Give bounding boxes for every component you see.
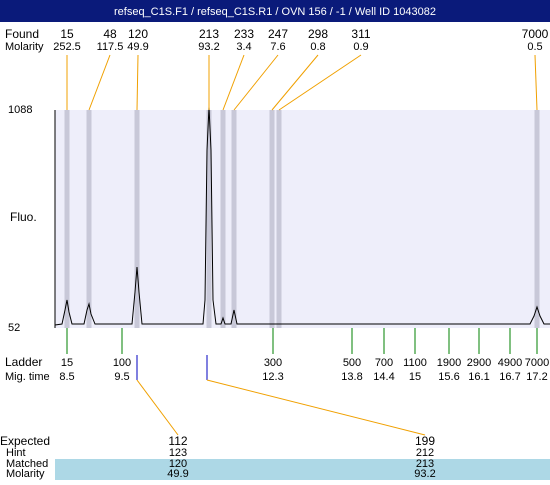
peak-band bbox=[276, 110, 282, 328]
peak-connector bbox=[222, 54, 245, 111]
peak-size: 298 bbox=[308, 27, 328, 41]
peak-size: 311 bbox=[351, 27, 370, 41]
ladder-time: 16.7 bbox=[499, 371, 520, 383]
ladder-time: 9.5 bbox=[114, 371, 129, 383]
peak-connector bbox=[233, 54, 279, 111]
expected-value: 213 bbox=[416, 458, 434, 470]
peak-band bbox=[134, 110, 140, 328]
peak-connector bbox=[271, 54, 319, 111]
ladder-time: 8.5 bbox=[59, 371, 74, 383]
header-bar bbox=[0, 0, 550, 22]
peak-band bbox=[64, 110, 70, 328]
peak-connector bbox=[136, 54, 139, 111]
expected-row-label: Expected bbox=[0, 434, 50, 448]
ladder-size: 15 bbox=[61, 357, 73, 369]
peak-band bbox=[220, 110, 226, 328]
trace bbox=[54, 106, 550, 326]
ladder-size: 1900 bbox=[437, 357, 461, 369]
peak-size: 7000 bbox=[522, 27, 549, 41]
peak-band bbox=[269, 110, 275, 328]
y-bottom-label: 52 bbox=[8, 322, 20, 334]
peak-size: 120 bbox=[128, 27, 148, 41]
expected-value: 120 bbox=[169, 458, 187, 470]
ladder-size: 1100 bbox=[403, 357, 427, 369]
peak-size: 48 bbox=[103, 27, 117, 41]
peak-molarity: 252.5 bbox=[53, 41, 81, 53]
peak-molarity: 93.2 bbox=[198, 41, 219, 53]
peak-band bbox=[231, 110, 237, 328]
plot-area bbox=[55, 110, 550, 328]
ladder-size: 7000 bbox=[525, 357, 549, 369]
peak-molarity: 0.9 bbox=[353, 41, 368, 53]
expected-row-label: Hint bbox=[6, 447, 26, 459]
ladder-time: 15 bbox=[409, 371, 421, 383]
ladder-label: Ladder bbox=[5, 355, 42, 369]
ladder-time: 17.2 bbox=[526, 371, 547, 383]
peak-size: 233 bbox=[234, 27, 254, 41]
expected-row-label: Matched bbox=[6, 458, 48, 470]
ladder-time: 13.8 bbox=[341, 371, 362, 383]
expected-value: 93.2 bbox=[414, 468, 435, 480]
ladder-size: 4900 bbox=[498, 357, 522, 369]
peak-molarity: 117.5 bbox=[97, 41, 124, 53]
peak-band bbox=[534, 110, 540, 328]
header-title: refseq_C1S.F1 / refseq_C1S.R1 / OVN 156 … bbox=[114, 6, 436, 18]
y-top-label: 1088 bbox=[8, 104, 32, 116]
ladder-time: 12.3 bbox=[262, 371, 283, 383]
expected-connector bbox=[136, 379, 179, 436]
peak-molarity: 49.9 bbox=[127, 41, 148, 53]
ladder-size: 2900 bbox=[467, 357, 491, 369]
expected-connector bbox=[206, 379, 426, 436]
ladder-time: 14.4 bbox=[373, 371, 394, 383]
expected-value: 112 bbox=[168, 434, 187, 448]
peak-size: 247 bbox=[268, 27, 288, 41]
peak-size: 213 bbox=[199, 27, 219, 41]
ladder-size: 300 bbox=[264, 357, 282, 369]
mig-time-label: Mig. time bbox=[5, 371, 50, 383]
expected-value: 212 bbox=[416, 447, 434, 459]
found-label: Found bbox=[5, 27, 39, 41]
ladder-time: 15.6 bbox=[438, 371, 459, 383]
ladder-time: 16.1 bbox=[468, 371, 489, 383]
peak-band bbox=[206, 110, 212, 328]
peak-molarity: 0.8 bbox=[310, 41, 325, 53]
molarity-label: Molarity bbox=[5, 41, 44, 53]
expected-value: 123 bbox=[169, 447, 187, 459]
peak-size: 15 bbox=[60, 27, 74, 41]
expected-value: 49.9 bbox=[167, 468, 188, 480]
expected-value: 199 bbox=[415, 434, 435, 448]
peak-molarity: 0.5 bbox=[527, 41, 542, 53]
peak-band bbox=[86, 110, 92, 328]
peak-molarity: 7.6 bbox=[270, 41, 285, 53]
ladder-size: 700 bbox=[375, 357, 393, 369]
peak-connector bbox=[88, 54, 111, 111]
y-axis-label: Fluo. bbox=[10, 210, 37, 224]
peak-connector bbox=[534, 54, 538, 111]
ladder-size: 100 bbox=[113, 357, 131, 369]
expected-row-label: Molarity bbox=[6, 468, 45, 480]
ladder-size: 500 bbox=[343, 357, 361, 369]
matched-highlight bbox=[55, 459, 550, 480]
peak-connector bbox=[278, 54, 362, 111]
peak-molarity: 3.4 bbox=[236, 41, 251, 53]
